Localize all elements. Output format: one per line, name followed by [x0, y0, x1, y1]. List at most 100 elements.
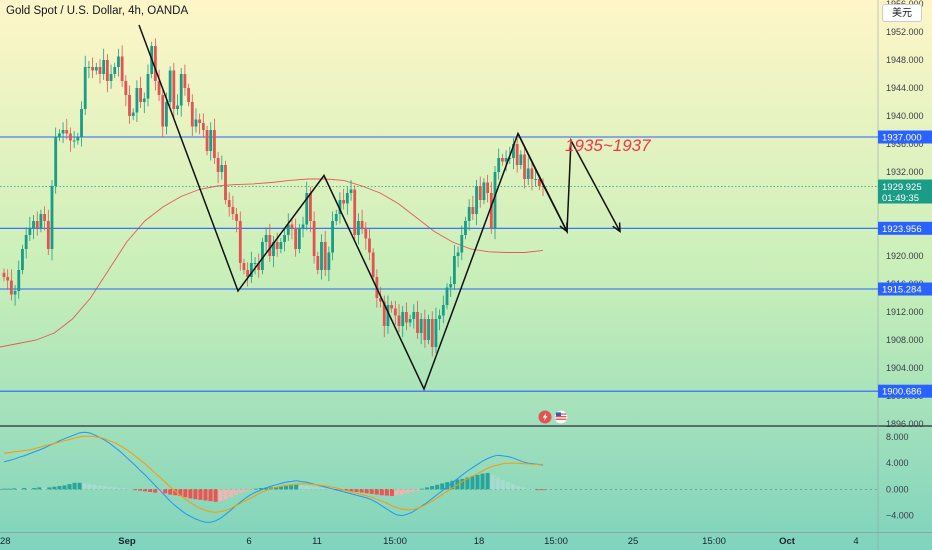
candle-body: [161, 95, 165, 127]
candle-body: [183, 74, 187, 88]
level-price-tag: 1900.686: [878, 384, 932, 398]
macd-histogram-bar: [525, 488, 530, 490]
annotation-text[interactable]: 1935~1937: [565, 136, 651, 155]
candle-body: [238, 221, 242, 263]
candle-body: [205, 130, 209, 151]
macd-histogram-bar: [148, 489, 153, 492]
macd-panel: [1, 431, 546, 523]
macd-histogram-bar: [430, 486, 435, 490]
macd-tick-label: 0.000: [886, 484, 909, 494]
candle-body: [32, 221, 35, 228]
moving-average-polyline: [0, 178, 544, 348]
macd-histogram-bar: [284, 486, 289, 490]
candle-body: [408, 319, 412, 323]
macd-histogram-bar: [319, 487, 324, 490]
candle-body: [500, 158, 504, 162]
candle-body: [135, 88, 139, 113]
macd-histogram-bar: [132, 489, 137, 491]
candle-body: [371, 252, 375, 277]
candle-body: [153, 46, 157, 81]
candle-body: [124, 81, 128, 95]
candle-body: [91, 67, 95, 71]
time-axis[interactable]: 28 Sep 6 11 15:00 18 15:00 25 15:00 Oct 4: [0, 536, 859, 547]
time-tick-label: 15:00: [383, 536, 407, 547]
macd-histogram-bar: [92, 484, 97, 490]
last-price-countdown: 01:49:35: [882, 193, 919, 204]
macd-histogram-bar: [425, 487, 430, 490]
event-icons[interactable]: [538, 410, 568, 424]
macd-histogram-bar: [485, 472, 490, 490]
macd-histogram-bar: [369, 489, 374, 494]
candle-body: [452, 256, 456, 284]
candle-body: [224, 165, 227, 200]
level-tag-label: 1923.956: [882, 224, 922, 235]
candle-body: [257, 263, 261, 270]
macd-histogram-bar: [465, 477, 470, 490]
candle-body: [283, 235, 286, 242]
zigzag-drawings[interactable]: [138, 24, 621, 391]
price-tick-label: 1944.000: [886, 83, 924, 93]
candle-body: [246, 270, 250, 277]
candle-body: [54, 137, 58, 186]
candle-body: [382, 301, 386, 326]
candle-body: [379, 298, 382, 302]
currency-button[interactable]: 美元: [882, 4, 922, 22]
candle-body: [6, 277, 10, 281]
macd-histogram-bar: [404, 489, 410, 494]
candle-body: [261, 242, 264, 270]
candle-body: [504, 158, 508, 162]
candle-body: [493, 172, 497, 228]
candle-body: [231, 207, 235, 214]
macd-histogram-bar: [208, 489, 213, 502]
candle-body: [242, 263, 246, 270]
macd-histogram-bar: [309, 486, 314, 490]
macd-histogram-bar: [168, 489, 173, 495]
candle-body: [272, 242, 275, 256]
macd-histogram-bar: [294, 484, 299, 490]
macd-histogram-bar: [233, 489, 238, 495]
macd-histogram-bar: [122, 488, 127, 490]
macd-histogram-bar: [435, 484, 440, 490]
macd-histogram-bar: [183, 489, 188, 498]
price-tick-label: 1936.000: [886, 139, 924, 149]
us-flag-icon[interactable]: [554, 410, 568, 424]
candle-body: [216, 158, 220, 172]
candle-body: [172, 70, 176, 109]
candle-body: [165, 102, 168, 127]
macd-histogram-bar: [349, 489, 354, 492]
candle-body: [497, 158, 501, 172]
candle-body: [478, 186, 482, 200]
candle-body: [327, 252, 331, 270]
candle-body: [279, 242, 283, 249]
candle-body: [456, 252, 460, 256]
time-tick-label: 28: [0, 536, 11, 547]
candle-body: [98, 67, 102, 74]
candle-body: [512, 144, 515, 158]
candle-body: [220, 165, 224, 172]
candle-body: [467, 207, 471, 221]
candle-body: [168, 70, 172, 102]
candle-body: [194, 119, 198, 127]
candle-body: [72, 140, 76, 142]
candle-body: [305, 193, 309, 225]
macd-histogram-bar: [274, 487, 279, 490]
price-tick-label: 1912.000: [886, 307, 924, 317]
candle-body: [57, 133, 61, 137]
price-tick-label: 1920.000: [886, 251, 924, 261]
candle-body: [334, 214, 338, 221]
macd-histogram-bar: [384, 489, 389, 496]
candle-body: [286, 224, 290, 235]
chart-title: Gold Spot / U.S. Dollar, 4h, OANDA: [6, 5, 189, 17]
candle-body: [526, 168, 530, 179]
candle-body: [419, 319, 423, 333]
macd-histogram-bar: [57, 486, 62, 490]
horizontal-levels[interactable]: [0, 136, 878, 392]
candle-body: [312, 221, 316, 256]
candle-body: [190, 102, 194, 127]
macd-histogram-bar: [37, 487, 42, 490]
macd-histogram-bar: [299, 485, 304, 490]
macd-histogram-bar: [238, 489, 243, 493]
candle-body: [460, 235, 464, 253]
macd-histogram-bar: [228, 489, 233, 498]
